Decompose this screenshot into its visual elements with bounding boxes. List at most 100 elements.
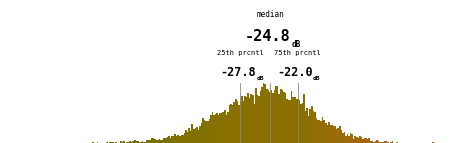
- Bar: [302, 103, 304, 143]
- Bar: [379, 142, 381, 143]
- Bar: [246, 97, 248, 143]
- Bar: [432, 142, 434, 143]
- Bar: [115, 142, 117, 143]
- Bar: [347, 134, 348, 143]
- Bar: [196, 127, 198, 143]
- Bar: [376, 140, 378, 143]
- Bar: [162, 140, 164, 143]
- Bar: [271, 90, 272, 143]
- Bar: [210, 115, 212, 143]
- Bar: [198, 130, 199, 143]
- Bar: [243, 101, 244, 143]
- Bar: [216, 113, 218, 143]
- Bar: [159, 139, 161, 143]
- Bar: [148, 140, 150, 143]
- Bar: [317, 120, 319, 143]
- Bar: [145, 142, 147, 143]
- Bar: [157, 140, 159, 143]
- Bar: [131, 142, 133, 143]
- Bar: [378, 141, 379, 143]
- Bar: [359, 136, 361, 143]
- Bar: [331, 125, 333, 143]
- Bar: [286, 99, 288, 143]
- Bar: [170, 138, 171, 143]
- Text: -22.0: -22.0: [278, 66, 313, 79]
- Text: dB: dB: [313, 76, 320, 81]
- Bar: [134, 140, 136, 143]
- Bar: [156, 140, 157, 143]
- Bar: [226, 115, 227, 143]
- Bar: [316, 118, 318, 143]
- Bar: [128, 142, 129, 143]
- Bar: [292, 97, 294, 143]
- Bar: [306, 108, 308, 143]
- Bar: [344, 132, 345, 143]
- Bar: [239, 102, 241, 143]
- Bar: [218, 115, 220, 143]
- Bar: [152, 138, 154, 143]
- Bar: [247, 93, 249, 143]
- Bar: [120, 141, 122, 143]
- Bar: [341, 130, 342, 143]
- Bar: [375, 141, 376, 143]
- Bar: [230, 104, 232, 143]
- Text: median: median: [256, 10, 284, 19]
- Bar: [151, 138, 153, 143]
- Bar: [280, 90, 281, 143]
- Bar: [322, 117, 323, 143]
- Bar: [215, 114, 216, 143]
- Bar: [333, 126, 334, 143]
- Bar: [269, 92, 271, 143]
- Bar: [138, 142, 140, 143]
- Bar: [168, 136, 170, 143]
- Bar: [122, 142, 123, 143]
- Bar: [149, 140, 151, 143]
- Bar: [396, 142, 398, 143]
- Bar: [177, 135, 179, 143]
- Bar: [180, 135, 182, 143]
- Bar: [227, 112, 229, 143]
- Bar: [382, 142, 384, 143]
- Bar: [264, 84, 266, 143]
- Bar: [222, 112, 224, 143]
- Bar: [277, 86, 278, 143]
- Bar: [320, 121, 322, 143]
- Bar: [364, 138, 365, 143]
- Bar: [390, 142, 392, 143]
- Bar: [204, 120, 206, 143]
- Bar: [386, 141, 387, 143]
- Bar: [261, 87, 263, 143]
- Bar: [373, 142, 375, 143]
- Bar: [212, 112, 213, 143]
- Bar: [253, 104, 255, 143]
- Bar: [193, 129, 195, 143]
- Bar: [342, 133, 344, 143]
- Bar: [92, 142, 94, 143]
- Bar: [109, 142, 111, 143]
- Bar: [233, 102, 235, 143]
- Bar: [205, 121, 207, 143]
- Bar: [295, 99, 297, 143]
- Bar: [285, 93, 286, 143]
- Bar: [283, 92, 285, 143]
- Bar: [199, 126, 201, 143]
- Bar: [129, 141, 131, 143]
- Bar: [202, 118, 204, 143]
- Bar: [252, 95, 253, 143]
- Bar: [361, 137, 362, 143]
- Bar: [165, 138, 167, 143]
- Bar: [154, 139, 156, 143]
- Bar: [201, 123, 202, 143]
- Bar: [258, 96, 260, 143]
- Bar: [194, 128, 196, 143]
- Bar: [161, 140, 162, 143]
- Bar: [191, 124, 193, 143]
- Bar: [112, 142, 114, 143]
- Bar: [281, 90, 283, 143]
- Bar: [232, 105, 234, 143]
- Bar: [294, 97, 295, 143]
- Bar: [257, 95, 258, 143]
- Bar: [337, 128, 339, 143]
- Bar: [325, 123, 327, 143]
- Bar: [219, 113, 221, 143]
